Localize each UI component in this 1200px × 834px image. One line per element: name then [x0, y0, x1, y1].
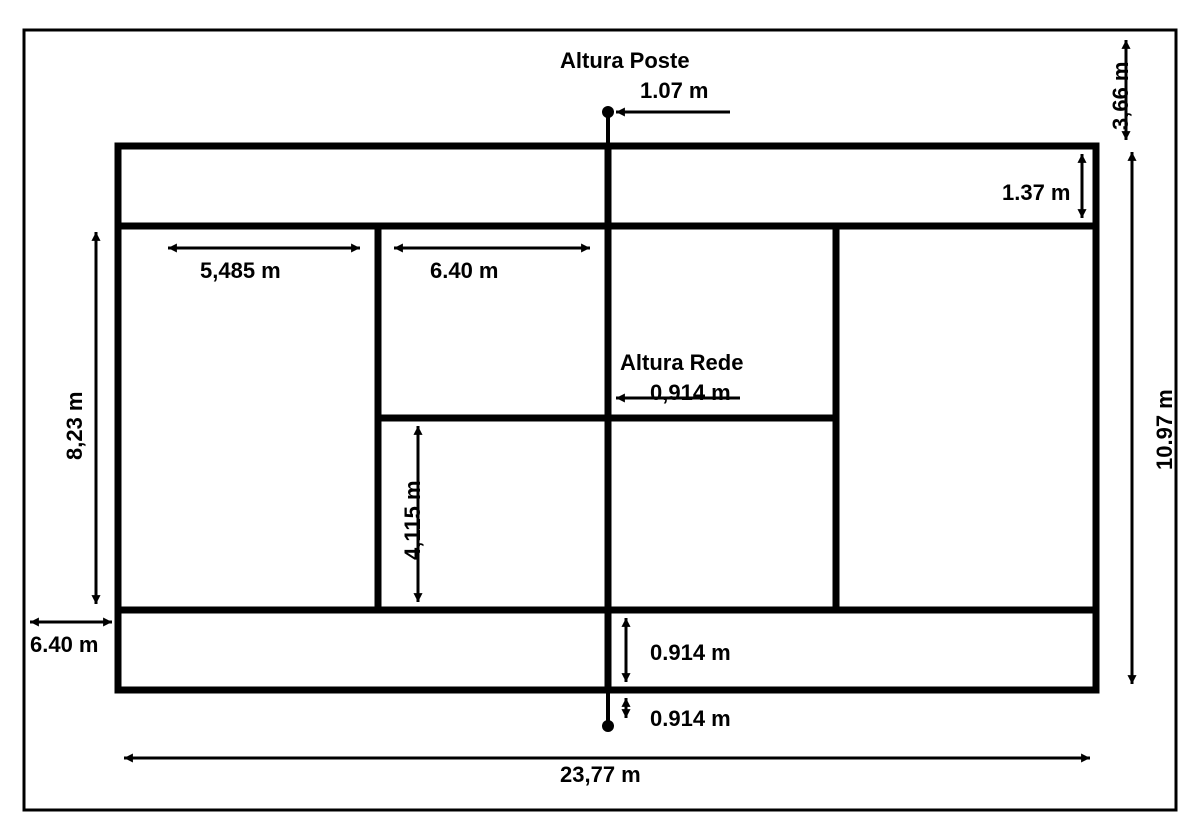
label-altura-poste-title: Altura Poste: [560, 48, 690, 74]
label-4-115: 4,115 m: [400, 480, 426, 560]
label-23-77: 23,77 m: [560, 762, 641, 788]
label-8-23: 8,23 m: [62, 392, 88, 461]
label-altura-rede-value: 0,914 m: [650, 380, 731, 406]
label-1-37: 1.37 m: [1002, 180, 1071, 206]
label-0-914-b: 0.914 m: [650, 706, 731, 732]
diagram-container: Altura Poste 1.07 m 5,485 m 6.40 m Altur…: [0, 0, 1200, 834]
label-0-914-a: 0.914 m: [650, 640, 731, 666]
label-10-97: 10.97 m: [1152, 389, 1178, 470]
court-svg: [0, 0, 1200, 834]
label-altura-poste-value: 1.07 m: [640, 78, 709, 104]
label-altura-rede-title: Altura Rede: [620, 350, 743, 376]
label-6-40-left: 6.40 m: [30, 632, 99, 658]
label-6-40-top: 6.40 m: [430, 258, 499, 284]
label-5-485: 5,485 m: [200, 258, 281, 284]
label-3-66: 3,66 m: [1108, 62, 1134, 131]
